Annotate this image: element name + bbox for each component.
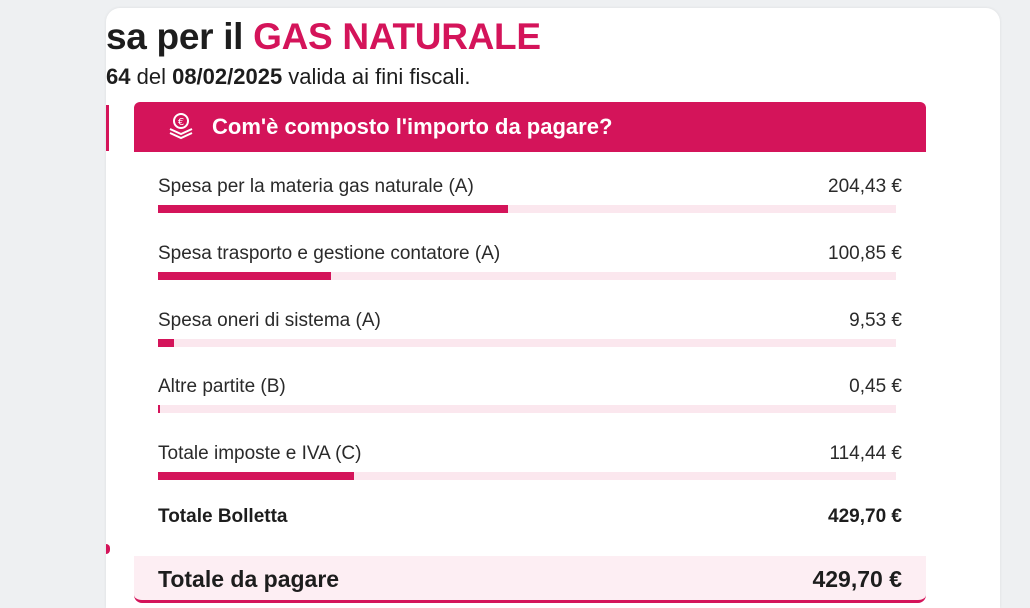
left-section-edge xyxy=(106,105,109,151)
bill-date: 08/02/2025 xyxy=(172,64,283,89)
title-accent: GAS NATURALE xyxy=(253,16,541,57)
breakdown-bar-track xyxy=(158,405,896,413)
svg-text:€: € xyxy=(178,117,184,128)
breakdown-row: Spesa oneri di sistema (A) 9,53 € xyxy=(158,306,902,366)
breakdown-bar-fill xyxy=(158,272,331,280)
breakdown-bar-track xyxy=(158,472,896,480)
breakdown-label: Spesa per la materia gas naturale (A) xyxy=(158,176,474,197)
subtitle-mid: del xyxy=(130,64,173,89)
total-da-pagare-amount: 429,70 € xyxy=(812,566,902,592)
breakdown-row: Altre partite (B) 0,45 € xyxy=(158,372,902,432)
breakdown-label: Spesa trasporto e gestione contatore (A) xyxy=(158,243,501,264)
section-header: € Com'è composto l'importo da pagare? xyxy=(134,102,926,152)
breakdown-amount: 9,53 € xyxy=(849,310,902,331)
total-bolletta-row: Totale Bolletta 429,70 € xyxy=(158,502,902,532)
breakdown-amount: 100,85 € xyxy=(828,243,902,264)
breakdown-bar-track xyxy=(158,205,896,213)
breakdown-bar-track xyxy=(158,272,896,280)
bill-number: 64 xyxy=(106,64,131,89)
breakdown-amount: 114,44 € xyxy=(829,443,902,464)
section-header-text: Com'è composto l'importo da pagare? xyxy=(212,114,613,139)
bill-card: sa per il GAS NATURALE 64 del 08/02/2025… xyxy=(106,8,1000,608)
total-bolletta-amount: 429,70 € xyxy=(828,506,902,527)
breakdown-label: Totale imposte e IVA (C) xyxy=(158,443,362,464)
breakdown-amount: 204,43 € xyxy=(828,176,902,197)
breakdown-row: Spesa per la materia gas naturale (A) 204… xyxy=(158,172,902,232)
subtitle-suffix: valida ai fini fiscali. xyxy=(282,64,471,89)
breakdown-amount: 0,45 € xyxy=(849,376,902,397)
breakdown-bar-fill xyxy=(158,339,174,347)
breakdown-bar-fill xyxy=(158,205,508,213)
breakdown-bar-fill xyxy=(158,472,354,480)
page-subtitle: 64 del 08/02/2025 valida ai fini fiscali… xyxy=(106,64,471,90)
breakdown-bar-track xyxy=(158,339,896,347)
breakdown-bar-fill xyxy=(158,405,160,413)
total-da-pagare-label: Totale da pagare xyxy=(158,566,340,592)
total-da-pagare-row: Totale da pagare 429,70 € xyxy=(134,556,926,603)
title-prefix: sa per il xyxy=(106,16,254,57)
left-marker xyxy=(106,544,110,554)
amount-breakdown-section: € Com'è composto l'importo da pagare? Sp… xyxy=(134,102,926,608)
breakdown-row: Spesa trasporto e gestione contatore (A)… xyxy=(158,239,902,299)
breakdown-row: Totale imposte e IVA (C) 114,44 € xyxy=(158,439,902,499)
breakdown-label: Spesa oneri di sistema (A) xyxy=(158,310,381,331)
euro-coins-icon: € xyxy=(169,113,193,140)
total-bolletta-label: Totale Bolletta xyxy=(158,506,288,527)
page-title: sa per il GAS NATURALE xyxy=(106,16,541,58)
breakdown-label: Altre partite (B) xyxy=(158,376,286,397)
